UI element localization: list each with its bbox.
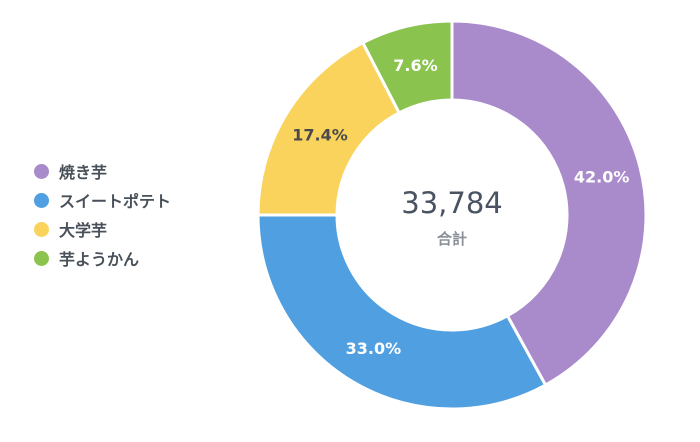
donut-slice xyxy=(256,213,547,411)
legend-swatch xyxy=(34,192,49,208)
total-label: 合計 xyxy=(436,230,467,248)
legend-label: スイートポテト xyxy=(59,192,172,211)
legend-label: 焼き芋 xyxy=(59,163,108,182)
legend-item: 芋ようかん xyxy=(34,247,171,269)
legend-label: 芋ようかん xyxy=(59,250,140,269)
legend-swatch xyxy=(34,221,49,237)
legend-swatch xyxy=(34,250,49,266)
chart-legend: 焼き芋スイートポテト 大学芋芋ようかん xyxy=(34,160,171,269)
legend-label: 大学芋 xyxy=(59,221,108,240)
legend-swatch xyxy=(34,163,49,179)
slice-value-label: 42.0% xyxy=(574,168,630,187)
slice-value-label: 7.6% xyxy=(393,56,437,75)
legend-item: スイートポテト xyxy=(34,189,171,211)
slice-value-label: 17.4% xyxy=(292,126,348,145)
total-value: 33,784 xyxy=(401,186,502,220)
donut-slice xyxy=(361,19,454,115)
legend-item: 大学芋 xyxy=(34,218,171,240)
slice-value-label: 33.0% xyxy=(346,339,402,358)
legend-item: 焼き芋 xyxy=(34,160,171,182)
donut-slice xyxy=(450,19,648,387)
